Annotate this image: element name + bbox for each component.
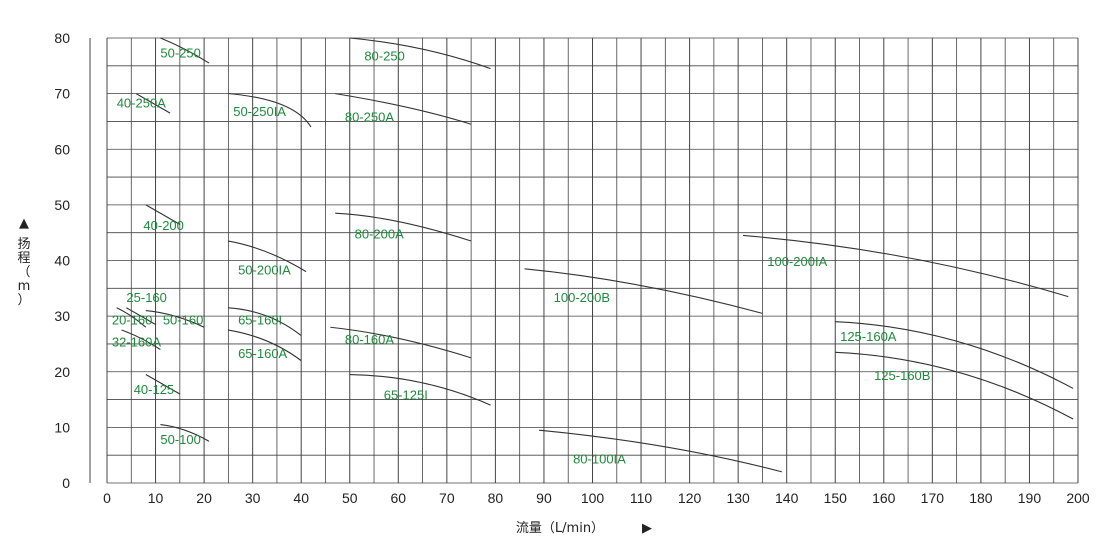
x-tick-label: 120 xyxy=(678,490,702,506)
curve-125-160B xyxy=(835,351,1074,420)
curve-label: 40-250A xyxy=(117,96,166,111)
y-tick-label: 60 xyxy=(54,141,70,157)
x-tick-label: 40 xyxy=(293,490,309,506)
curve-80-200A xyxy=(335,212,472,242)
curve-label: 50-160 xyxy=(163,312,203,327)
curve-label: 50-250IA xyxy=(233,104,286,119)
curve-80-250A xyxy=(335,93,472,125)
curve-label: 65-160A xyxy=(238,346,287,361)
y-axis-title: ▲ 扬程（m） xyxy=(17,216,30,308)
x-tick-label: 140 xyxy=(775,490,799,506)
y-tick-label: 20 xyxy=(54,364,70,380)
curve-label: 80-250A xyxy=(345,109,394,124)
curve-40-250A xyxy=(135,93,171,114)
x-tick-label: 100 xyxy=(581,490,605,506)
curve-80-250 xyxy=(349,37,491,70)
curve-80-160A xyxy=(330,326,472,359)
curve-labels: 50-250 80-250 40-250A 50-250IA 80-250A 40-200… xyxy=(112,45,931,466)
y-tick-label: 70 xyxy=(54,86,70,102)
curve-label: 40-200 xyxy=(143,218,183,233)
y-axis-label-char: 程 xyxy=(17,251,30,266)
y-axis-label-char: 扬 xyxy=(17,237,30,252)
x-axis-arrow-icon: ▶ xyxy=(642,521,652,536)
x-tick-label: 180 xyxy=(969,490,993,506)
x-axis-label: 流量（L/min） xyxy=(516,521,604,536)
curve-label: 50-250 xyxy=(160,45,200,60)
curve-label: 50-100 xyxy=(160,432,200,447)
x-tick-label: 170 xyxy=(921,490,945,506)
x-tick-label: 80 xyxy=(488,490,504,506)
x-tick-label: 0 xyxy=(103,490,111,506)
y-tick-label: 80 xyxy=(54,30,70,46)
x-axis-title: 流量（L/min） ▶ xyxy=(516,521,652,536)
curve-100-200IA xyxy=(742,234,1069,298)
curve-50-200IA xyxy=(228,240,307,273)
curve-50-250IA xyxy=(228,93,312,128)
y-tick-label: 10 xyxy=(54,419,70,435)
curve-label: 80-100IA xyxy=(573,452,626,467)
y-axis-ticks: 0 10 20 30 40 50 60 70 80 xyxy=(54,30,70,491)
x-tick-label: 130 xyxy=(726,490,750,506)
y-tick-label: 40 xyxy=(54,253,70,269)
y-axis-label-char: ） xyxy=(17,293,30,308)
curve-label: 80-250 xyxy=(364,48,404,63)
x-tick-label: 70 xyxy=(439,490,455,506)
x-tick-label: 200 xyxy=(1066,490,1090,506)
pump-curves xyxy=(116,37,1074,473)
curve-label: 80-200A xyxy=(355,226,404,241)
curve-125-160A xyxy=(835,321,1074,389)
x-tick-label: 160 xyxy=(872,490,896,506)
curve-label: 65-125I xyxy=(384,388,428,403)
curve-label: 32-160A xyxy=(112,335,161,350)
curve-80-100IA xyxy=(539,429,782,473)
curve-65-160A xyxy=(228,329,302,362)
curve-label: 20-160 xyxy=(112,312,152,327)
curve-40-125 xyxy=(145,374,181,395)
curve-25-160 xyxy=(126,307,156,325)
curve-label: 100-200B xyxy=(554,290,610,305)
curve-label: 80-160A xyxy=(345,332,394,347)
y-tick-label: 0 xyxy=(62,475,70,491)
curve-50-250 xyxy=(160,37,210,64)
x-tick-label: 190 xyxy=(1018,490,1042,506)
y-tick-label: 30 xyxy=(54,308,70,324)
curve-label: 25-160 xyxy=(126,290,166,305)
x-tick-label: 10 xyxy=(148,490,164,506)
y-axis-label-char: （ xyxy=(17,265,30,280)
x-tick-label: 110 xyxy=(630,490,653,506)
x-tick-label: 90 xyxy=(536,490,552,506)
y-axis-label-char: m xyxy=(18,279,31,294)
x-axis-ticks: 0 10 20 30 40 50 60 70 80 90 100 110 120 130 140 150 160… xyxy=(103,490,1090,506)
curve-100-200B xyxy=(524,268,763,314)
curve-50-160 xyxy=(145,310,205,328)
curve-label: 65-160I xyxy=(238,312,282,327)
curve-label: 100-200IA xyxy=(767,254,827,269)
curve-65-125I xyxy=(349,373,491,406)
x-tick-label: 30 xyxy=(245,490,261,506)
x-tick-label: 60 xyxy=(391,490,407,506)
curve-32-160A xyxy=(121,329,161,350)
curve-65-160I xyxy=(228,307,302,337)
grid xyxy=(89,37,1079,484)
curve-label: 125-160B xyxy=(874,368,930,383)
curve-20-160 xyxy=(116,307,147,328)
x-tick-label: 150 xyxy=(824,490,848,506)
y-axis-arrow-icon: ▲ xyxy=(19,216,29,231)
curve-label: 40-125 xyxy=(134,382,174,397)
x-tick-label: 50 xyxy=(342,490,358,506)
curve-label: 125-160A xyxy=(840,329,897,344)
curve-50-100 xyxy=(160,424,210,442)
curve-label: 50-200IA xyxy=(238,262,291,277)
x-tick-label: 20 xyxy=(196,490,212,506)
curve-40-200 xyxy=(145,204,181,225)
y-tick-label: 50 xyxy=(54,197,70,213)
